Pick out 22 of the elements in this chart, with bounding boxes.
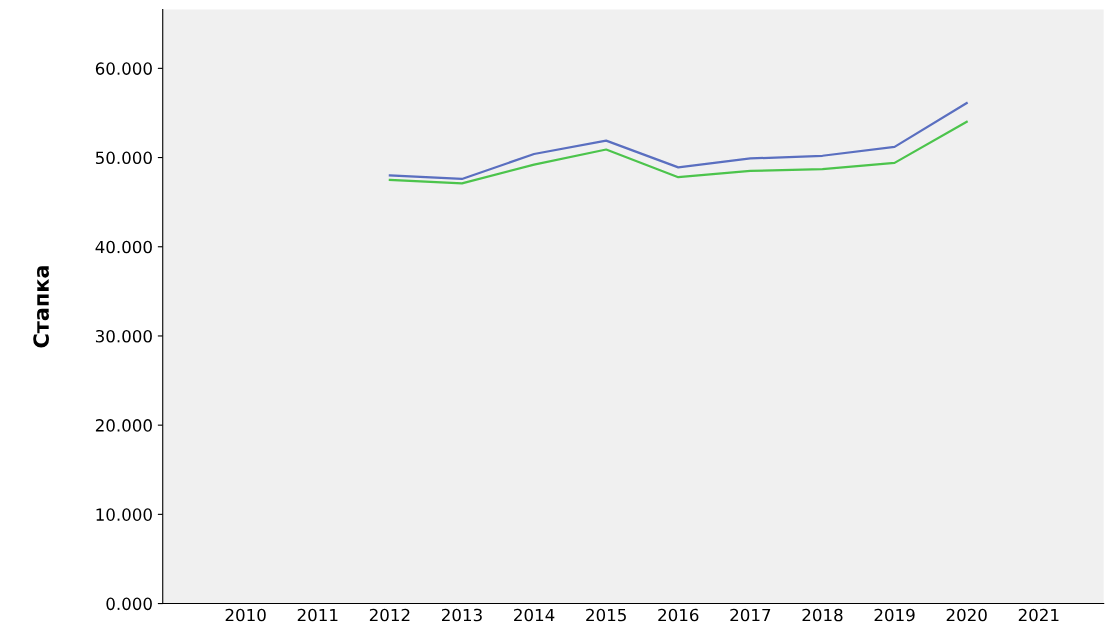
line-series [388, 102, 968, 181]
y-tick-label: 60.000 [95, 62, 152, 75]
x-tick-label: 2018 [802, 608, 843, 622]
x-tick-label: 2011 [297, 608, 338, 622]
y-tick-label: 0.000 [106, 597, 152, 611]
y-tick-label: 50.000 [95, 151, 152, 165]
x-tick-label: 2021 [1018, 608, 1059, 622]
line-series [388, 120, 968, 185]
x-tick-label: 2010 [225, 608, 266, 622]
x-tick-label: 2015 [586, 608, 626, 622]
x-tick-label: 2020 [946, 608, 987, 622]
y-tick-label: 10.000 [96, 508, 152, 521]
x-tick-label: 2014 [514, 608, 555, 622]
x-tick-label: 2016 [658, 608, 699, 622]
x-tick-label: 2019 [874, 608, 915, 622]
x-tick-label: 2012 [369, 608, 410, 622]
y-tick-label: 30.000 [95, 329, 152, 343]
y-axis-title: Стапка [33, 266, 49, 348]
y-tick-label: 20.000 [95, 419, 152, 432]
x-tick-label: 2017 [730, 608, 771, 622]
y-tick-label: 40.000 [95, 240, 152, 254]
x-tick-label: 2013 [441, 608, 482, 622]
